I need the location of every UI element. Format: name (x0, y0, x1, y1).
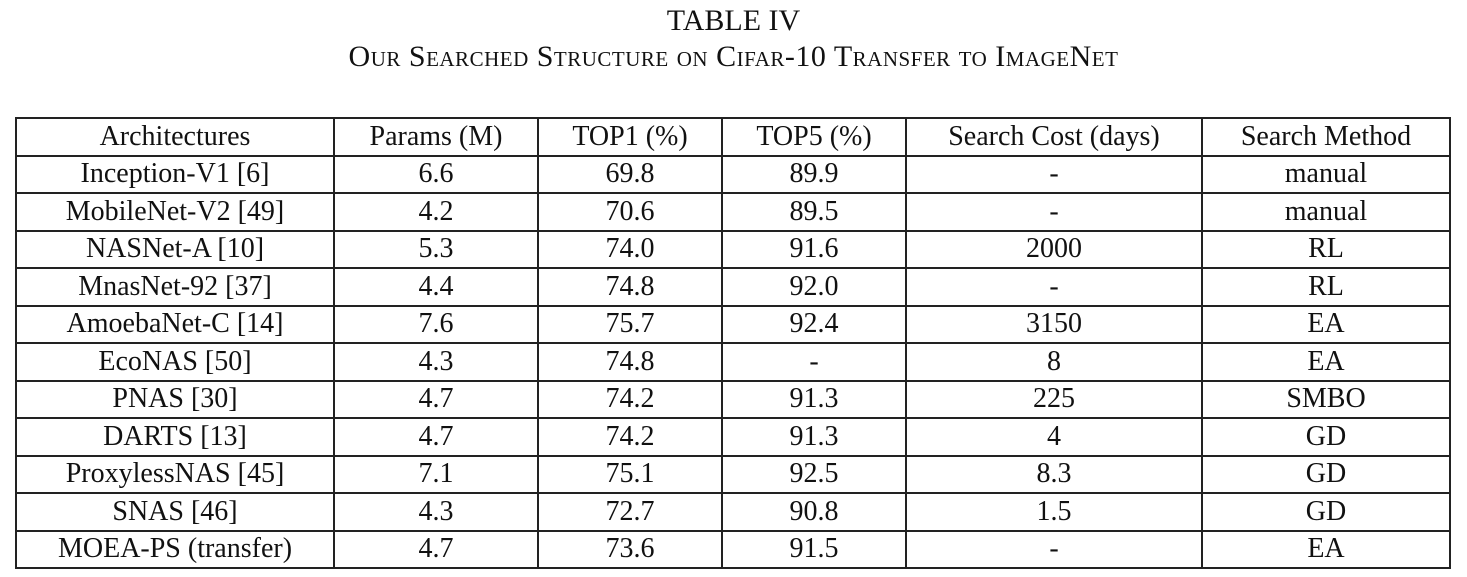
cell-architecture: AmoebaNet-C [14] (15, 304, 335, 344)
table-row: EcoNAS [50] 4.3 74.8 - 8 EA (15, 342, 1451, 382)
table-row: AmoebaNet-C [14] 7.6 75.7 92.4 3150 EA (15, 304, 1451, 344)
cell-top1: 69.8 (537, 154, 723, 194)
cell-search-cost: 8.3 (905, 454, 1203, 494)
cell-top1: 72.7 (537, 492, 723, 532)
table-label: TABLE IV (666, 4, 801, 37)
cell-search-method: RL (1201, 229, 1451, 269)
header-row: Architectures Params (M) TOP1 (%) TOP5 (… (15, 117, 1451, 157)
cell-architecture: SNAS [46] (15, 492, 335, 532)
cell-search-method: SMBO (1201, 379, 1451, 419)
header-top1: TOP1 (%) (537, 117, 723, 157)
cell-search-method: EA (1201, 304, 1451, 344)
cell-top1: 75.1 (537, 454, 723, 494)
cell-top5: 89.5 (721, 192, 907, 232)
table-row: SNAS [46] 4.3 72.7 90.8 1.5 GD (15, 492, 1451, 532)
cell-architecture: MnasNet-92 [37] (15, 267, 335, 307)
cell-search-method: GD (1201, 492, 1451, 532)
cell-top1: 74.2 (537, 417, 723, 457)
cell-params: 5.3 (333, 229, 539, 269)
cell-top5: 91.5 (721, 529, 907, 569)
results-table: Architectures Params (M) TOP1 (%) TOP5 (… (15, 117, 1451, 569)
cell-architecture: PNAS [30] (15, 379, 335, 419)
cell-top1: 74.0 (537, 229, 723, 269)
cell-search-method: EA (1201, 529, 1451, 569)
cell-params: 4.7 (333, 529, 539, 569)
cell-search-cost: - (905, 192, 1203, 232)
table-row: MnasNet-92 [37] 4.4 74.8 92.0 - RL (15, 267, 1451, 307)
cell-params: 7.1 (333, 454, 539, 494)
cell-architecture: EcoNAS [50] (15, 342, 335, 382)
header-top5: TOP5 (%) (721, 117, 907, 157)
cell-top5: 92.4 (721, 304, 907, 344)
cell-search-method: GD (1201, 454, 1451, 494)
table-row: NASNet-A [10] 5.3 74.0 91.6 2000 RL (15, 229, 1451, 269)
cell-top1: 74.8 (537, 342, 723, 382)
cell-params: 4.3 (333, 342, 539, 382)
table-title: Our Searched Structure on Cifar-10 Trans… (348, 40, 1119, 73)
header-search-cost: Search Cost (days) (905, 117, 1203, 157)
cell-top5: 92.5 (721, 454, 907, 494)
cell-search-cost: 8 (905, 342, 1203, 382)
cell-search-cost: - (905, 267, 1203, 307)
cell-search-method: manual (1201, 192, 1451, 232)
cell-search-cost: - (905, 529, 1203, 569)
table-row: MobileNet-V2 [49] 4.2 70.6 89.5 - manual (15, 192, 1451, 232)
cell-search-method: EA (1201, 342, 1451, 382)
cell-top5: - (721, 342, 907, 382)
table-row: PNAS [30] 4.7 74.2 91.3 225 SMBO (15, 379, 1451, 419)
header-params: Params (M) (333, 117, 539, 157)
cell-top5: 91.6 (721, 229, 907, 269)
cell-params: 4.2 (333, 192, 539, 232)
cell-top1: 74.8 (537, 267, 723, 307)
cell-params: 7.6 (333, 304, 539, 344)
cell-params: 6.6 (333, 154, 539, 194)
table-row: ProxylessNAS [45] 7.1 75.1 92.5 8.3 GD (15, 454, 1451, 494)
cell-top5: 91.3 (721, 379, 907, 419)
cell-search-method: manual (1201, 154, 1451, 194)
header-architectures: Architectures (15, 117, 335, 157)
cell-params: 4.4 (333, 267, 539, 307)
cell-search-cost: 2000 (905, 229, 1203, 269)
cell-architecture: DARTS [13] (15, 417, 335, 457)
cell-search-cost: - (905, 154, 1203, 194)
header-search-method: Search Method (1201, 117, 1451, 157)
cell-params: 4.7 (333, 417, 539, 457)
cell-architecture: ProxylessNAS [45] (15, 454, 335, 494)
cell-search-cost: 3150 (905, 304, 1203, 344)
cell-top1: 70.6 (537, 192, 723, 232)
table-row: DARTS [13] 4.7 74.2 91.3 4 GD (15, 417, 1451, 457)
cell-architecture: NASNet-A [10] (15, 229, 335, 269)
cell-top1: 75.7 (537, 304, 723, 344)
cell-search-method: GD (1201, 417, 1451, 457)
cell-search-cost: 225 (905, 379, 1203, 419)
cell-top1: 73.6 (537, 529, 723, 569)
cell-top1: 74.2 (537, 379, 723, 419)
cell-search-cost: 4 (905, 417, 1203, 457)
cell-params: 4.3 (333, 492, 539, 532)
cell-top5: 89.9 (721, 154, 907, 194)
table-row: Inception-V1 [6] 6.6 69.8 89.9 - manual (15, 154, 1451, 194)
cell-top5: 91.3 (721, 417, 907, 457)
cell-search-cost: 1.5 (905, 492, 1203, 532)
cell-top5: 92.0 (721, 267, 907, 307)
table-row: MOEA-PS (transfer) 4.7 73.6 91.5 - EA (15, 529, 1451, 569)
cell-architecture: Inception-V1 [6] (15, 154, 335, 194)
cell-architecture: MobileNet-V2 [49] (15, 192, 335, 232)
cell-top5: 90.8 (721, 492, 907, 532)
cell-params: 4.7 (333, 379, 539, 419)
cell-architecture: MOEA-PS (transfer) (15, 529, 335, 569)
cell-search-method: RL (1201, 267, 1451, 307)
